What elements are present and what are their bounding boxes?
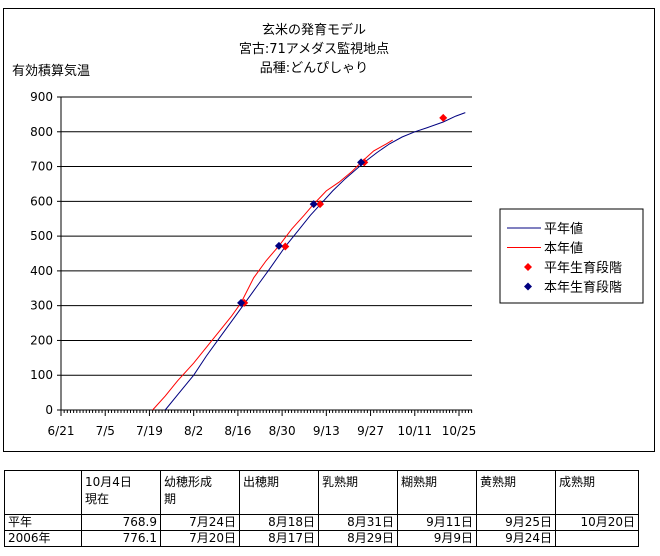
table-header-cell: 成熟期 [555,470,639,515]
table-cell: 8月17日 [239,530,319,547]
stage-table: 10月4日 現在 幼穂形成期出穂期 乳熟期 糊熟期 黄熟期 成熟期 平年 768.9 7月24日 8… [4,470,639,547]
table-header-cell: 糊熟期 [397,470,477,515]
x-tick-label: 9/27 [357,424,384,438]
stage-marker-2 [316,200,325,209]
legend-label: 平年生育段階 [544,260,622,276]
x-tick-label: 8/30 [269,424,296,438]
x-tick-label: 10/25 [442,424,477,438]
table-cell: 9月11日 [397,514,477,531]
chart-title-line-1: 玄米の発育モデル [262,22,366,38]
legend-box [499,208,644,304]
y-tick-label: 200 [30,333,53,347]
y-tick-label: 700 [30,160,53,174]
gridlines [61,96,472,376]
table-cell: 7月20日 [160,530,240,547]
stage-marker-3 [237,298,246,307]
x-tick-label: 10/11 [397,424,432,438]
table-row: 2006年 776.1 7月20日 8月17日 8月29日 9月9日 9月24日 [4,530,639,547]
table-cell: 平年 [4,514,82,531]
axes: 0 100 200 300 400 500 600 700 800 900 6/21 7/5 7/19 8… [30,90,476,438]
table-cell: 7月24日 [160,514,240,531]
chart-title-line-2: 宮古:71アメダス監視地点 [239,41,389,57]
legend-label: 本年生育段階 [544,280,622,296]
stage-marker-2 [439,113,448,122]
y-axis-label: 有効積算気温 [12,63,90,79]
y-tick-label: 300 [30,299,53,313]
table-cell: 10月20日 [555,514,639,531]
table-cell: 9月9日 [397,530,477,547]
table-header-cell: 10月4日 現在 [81,470,161,515]
x-tick-label: 9/13 [313,424,340,438]
x-tick-label: 8/16 [224,424,251,438]
y-tick-label: 400 [30,264,53,278]
x-tick-label: 7/19 [136,424,163,438]
y-tick-label: 0 [45,403,53,417]
legend-swatch-marker [524,263,532,271]
stage-marker-3 [357,158,366,167]
table-cell: 9月25日 [476,514,556,531]
table-cell: 776.1 [81,530,161,547]
stage-marker-3 [309,200,318,209]
table-cell: 2006年 [4,530,82,547]
table-cell: 8月18日 [239,514,319,531]
legend-swatch-marker [524,282,532,291]
y-tick-label: 900 [30,90,53,104]
x-tick-label: 8/2 [184,424,203,438]
table-header-cell: 黄熟期 [476,470,556,515]
table-cell: 768.9 [81,514,161,531]
chart-frame: 玄米の発育モデル 宮古:71アメダス監視地点 品種:どんぴしゃり 有効積算気温 … [3,8,655,452]
stage-marker-3 [274,241,283,250]
y-tick-label: 600 [30,194,53,208]
series-group [152,112,466,411]
table-cell [555,530,639,547]
x-tick-label: 7/5 [96,424,115,438]
stage-marker-2 [281,242,290,251]
chart-svg: 玄米の発育モデル 宮古:71アメダス監視地点 品種:どんぴしゃり 有効積算気温 … [12,22,644,438]
table-row: 平年 768.9 7月24日 8月18日 8月31日 9月11日 9月25日 10月20日 [4,514,639,531]
x-tick-label: 6/21 [48,424,75,438]
y-tick-label: 100 [30,368,53,382]
chart-title-line-3: 品種:どんぴしゃり [260,60,368,76]
legend-label: 本年値 [544,241,583,257]
table-cell: 8月31日 [318,514,398,531]
y-tick-label: 800 [30,125,53,139]
y-tick-label: 500 [30,229,53,243]
table-header-cell [4,470,82,515]
series-line-0 [164,112,466,411]
table-header-cell: 幼穂形成期 [160,470,240,515]
table-cell: 8月29日 [318,530,398,547]
table-header-cell: 乳熟期 [318,470,398,515]
legend-label: 平年値 [544,221,583,237]
table-cell: 9月24日 [476,530,556,547]
plot-area [61,97,472,410]
table-header-cell: 出穂期 [239,470,319,515]
